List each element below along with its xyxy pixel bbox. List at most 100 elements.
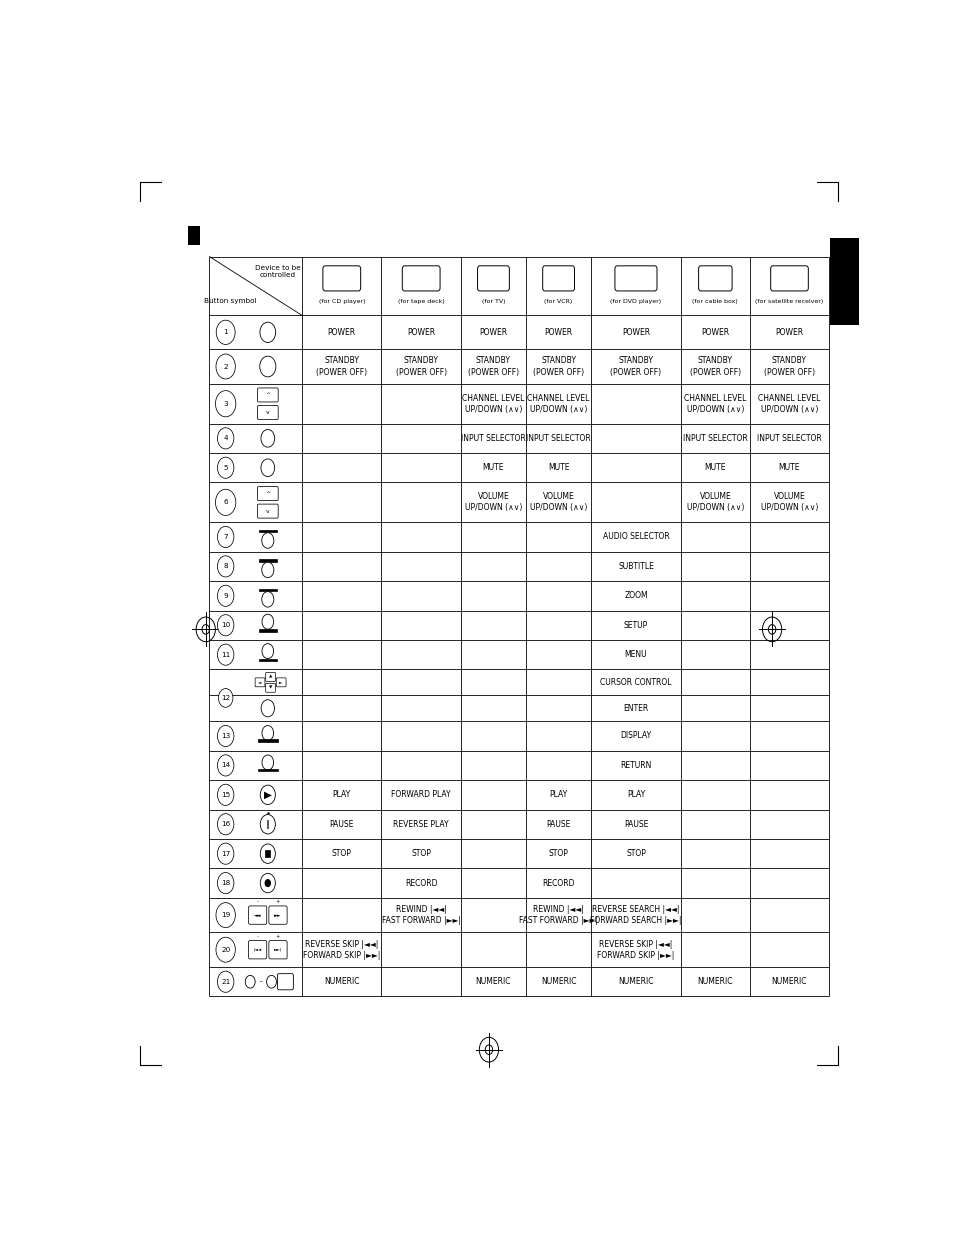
Text: PLAY: PLAY: [549, 790, 567, 799]
Circle shape: [261, 700, 274, 716]
Text: STANDBY
(POWER OFF): STANDBY (POWER OFF): [315, 357, 367, 377]
FancyBboxPatch shape: [277, 973, 294, 989]
Text: 4: 4: [223, 435, 228, 441]
Text: PAUSE: PAUSE: [329, 820, 354, 829]
Circle shape: [260, 815, 275, 834]
Text: ►►: ►►: [274, 913, 281, 918]
Text: STOP: STOP: [548, 850, 568, 858]
Circle shape: [260, 844, 275, 863]
Circle shape: [262, 643, 274, 658]
Circle shape: [217, 645, 233, 666]
Text: 7: 7: [223, 534, 228, 540]
Circle shape: [259, 356, 275, 377]
FancyBboxPatch shape: [265, 672, 275, 682]
Text: POWER: POWER: [479, 327, 507, 337]
Text: RECORD: RECORD: [541, 878, 575, 888]
Text: STANDBY
(POWER OFF): STANDBY (POWER OFF): [533, 357, 583, 377]
Text: NUMERIC: NUMERIC: [771, 977, 806, 987]
Text: PAUSE: PAUSE: [623, 820, 647, 829]
Circle shape: [217, 784, 233, 805]
FancyBboxPatch shape: [257, 504, 278, 519]
Circle shape: [215, 354, 235, 379]
Text: CHANNEL LEVEL
UP/DOWN (∧∨): CHANNEL LEVEL UP/DOWN (∧∨): [683, 394, 746, 414]
Circle shape: [262, 725, 274, 741]
Text: (for VCR): (for VCR): [544, 299, 572, 304]
Text: STANDBY
(POWER OFF): STANDBY (POWER OFF): [610, 357, 660, 377]
Text: v: v: [266, 509, 270, 514]
FancyBboxPatch shape: [269, 906, 287, 924]
Text: POWER: POWER: [544, 327, 572, 337]
FancyBboxPatch shape: [248, 941, 267, 958]
Circle shape: [215, 937, 235, 962]
Text: 6: 6: [223, 499, 228, 505]
Text: INPUT SELECTOR: INPUT SELECTOR: [460, 433, 525, 443]
Text: REWIND |◄◄|
FAST FORWARD |►►|: REWIND |◄◄| FAST FORWARD |►►|: [518, 905, 598, 925]
Text: ▼: ▼: [269, 685, 272, 690]
Text: POWER: POWER: [407, 327, 435, 337]
Text: POWER: POWER: [775, 327, 802, 337]
Text: 17: 17: [221, 851, 230, 857]
Text: STOP: STOP: [332, 850, 352, 858]
Text: CHANNEL LEVEL
UP/DOWN (∧∨): CHANNEL LEVEL UP/DOWN (∧∨): [462, 394, 524, 414]
Text: STANDBY
(POWER OFF): STANDBY (POWER OFF): [763, 357, 814, 377]
Text: ►: ►: [279, 680, 282, 684]
Circle shape: [217, 526, 233, 547]
Text: ◄: ◄: [258, 680, 261, 684]
Circle shape: [215, 489, 235, 515]
Circle shape: [260, 873, 275, 893]
Text: AUDIO SELECTOR: AUDIO SELECTOR: [602, 532, 669, 541]
Text: MUTE: MUTE: [547, 463, 569, 472]
Text: 13: 13: [221, 734, 230, 739]
Text: Device to be
controlled: Device to be controlled: [254, 264, 300, 278]
Text: +: +: [275, 934, 280, 939]
Text: STANDBY
(POWER OFF): STANDBY (POWER OFF): [467, 357, 518, 377]
Text: ‖: ‖: [266, 820, 270, 829]
Text: v: v: [266, 410, 270, 415]
Text: DISPLAY: DISPLAY: [619, 731, 651, 741]
Circle shape: [261, 592, 274, 608]
Text: MUTE: MUTE: [482, 463, 504, 472]
Text: 20: 20: [221, 947, 230, 952]
Circle shape: [217, 755, 233, 776]
Text: 10: 10: [221, 622, 230, 629]
Text: 19: 19: [221, 913, 230, 918]
Circle shape: [215, 390, 235, 417]
Circle shape: [259, 322, 275, 342]
Text: (for DVD player): (for DVD player): [610, 299, 660, 304]
Text: VOLUME
UP/DOWN (∧∨): VOLUME UP/DOWN (∧∨): [686, 493, 743, 513]
Text: VOLUME
UP/DOWN (∧∨): VOLUME UP/DOWN (∧∨): [529, 493, 587, 513]
Circle shape: [217, 725, 233, 747]
Text: SUBTITLE: SUBTITLE: [618, 562, 653, 571]
Circle shape: [245, 976, 254, 988]
Text: REVERSE SKIP |◄◄|
FORWARD SKIP |►►|: REVERSE SKIP |◄◄| FORWARD SKIP |►►|: [597, 940, 674, 960]
Text: SETUP: SETUP: [623, 621, 647, 630]
Text: FORWARD PLAY: FORWARD PLAY: [391, 790, 451, 799]
Text: STOP: STOP: [411, 850, 431, 858]
FancyBboxPatch shape: [265, 683, 275, 693]
FancyBboxPatch shape: [477, 266, 509, 291]
Bar: [257, 740, 277, 741]
Text: ◄◄: ◄◄: [253, 913, 261, 918]
Circle shape: [266, 976, 276, 988]
Text: PLAY: PLAY: [626, 790, 644, 799]
Text: PLAY: PLAY: [333, 790, 351, 799]
Text: POWER: POWER: [328, 327, 355, 337]
Bar: [829, 237, 858, 325]
Circle shape: [216, 320, 234, 345]
Circle shape: [217, 585, 233, 606]
Bar: [258, 589, 276, 592]
Circle shape: [265, 879, 271, 887]
FancyBboxPatch shape: [542, 266, 574, 291]
Text: POWER: POWER: [621, 327, 649, 337]
Text: RETURN: RETURN: [619, 761, 651, 769]
Text: ZOOM: ZOOM: [623, 592, 647, 600]
Text: -: -: [256, 899, 258, 904]
Bar: [258, 630, 276, 631]
FancyBboxPatch shape: [257, 405, 278, 420]
Text: 1: 1: [223, 330, 228, 336]
Text: RECORD: RECORD: [404, 878, 437, 888]
Text: NUMERIC: NUMERIC: [476, 977, 511, 987]
Text: (for TV): (for TV): [481, 299, 505, 304]
FancyBboxPatch shape: [254, 678, 265, 687]
Text: 16: 16: [221, 821, 230, 827]
